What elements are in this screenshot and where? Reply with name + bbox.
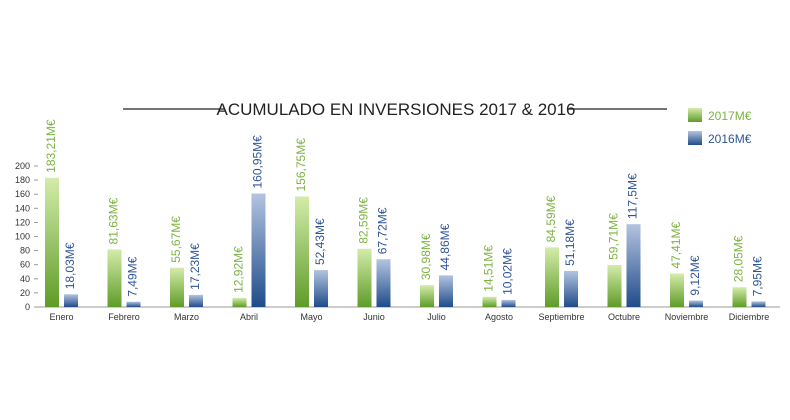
y-tick-label: 20 [20,288,30,298]
value-label: 52,43M€ [313,218,327,265]
bar-2016M€-Diciembre [751,301,766,307]
y-tick-label: 40 [20,274,30,284]
category-label: Octubre [608,312,640,322]
legend-label-2017: 2017M€ [708,109,752,123]
bar-2017M€-Mayo [295,196,309,307]
value-label: 10,02M€ [501,248,515,295]
value-label: 14,51M€ [482,245,496,292]
legend-label-2016: 2016M€ [708,132,752,146]
bar-2017M€-Septiembre [545,247,559,307]
value-label: 67,72M€ [376,207,390,254]
value-label: 28,05M€ [732,235,746,282]
category-label: Abril [240,312,258,322]
value-label: 81,63M€ [107,197,121,244]
y-tick-label: 0 [25,302,30,312]
category-label: Agosto [485,312,513,322]
chart-title: ACUMULADO EN INVERSIONES 2017 & 2016 [216,100,575,119]
y-tick-label: 100 [15,232,30,242]
bar-2016M€-Mayo [314,270,328,307]
category-label: Marzo [174,312,199,322]
legend: 2017M€ 2016M€ [688,108,752,146]
y-axis: 0 20 40 60 80 100 120 140 160 180 200 [15,161,38,312]
value-label: 12,92M€ [232,246,246,293]
bars [45,177,766,307]
bar-2017M€-Abril [232,297,247,307]
bar-2017M€-Enero [45,177,59,307]
category-label: Noviembre [665,312,709,322]
category-labels: Enero Febrero Marzo Abril Mayo Junio Julio Agos… [49,312,769,322]
bar-2017M€-Noviembre [670,273,684,307]
legend-swatch-2016 [688,131,702,145]
value-label: 84,59M€ [544,195,558,242]
value-label: 9,12M€ [688,255,702,295]
category-label: Enero [49,312,73,322]
bar-2016M€-Junio [376,259,391,307]
value-label: 44,86M€ [438,223,452,270]
value-label: 18,03M€ [63,242,77,289]
bar-2017M€-Octubre [607,264,622,307]
value-label: 117,5M€ [626,173,640,219]
y-tick-label: 200 [15,161,30,171]
bar-2017M€-Marzo [170,267,184,307]
value-label: 17,23M€ [188,243,202,290]
value-label: 47,41M€ [669,222,683,269]
bar-2017M€-Febrero [107,249,122,307]
bar-2016M€-Septiembre [564,270,578,307]
category-label: Diciembre [729,312,770,322]
bar-2016M€-Enero [64,294,78,307]
bar-2016M€-Febrero [126,301,141,307]
value-label: 7,49M€ [126,256,140,296]
value-label: 55,67M€ [169,216,183,263]
bar-2017M€-Julio [420,285,434,307]
bar-2017M€-Junio [357,248,372,307]
category-label: Mayo [300,312,322,322]
value-label: 160,95M€ [251,135,265,189]
bar-2017M€-Agosto [482,296,497,307]
category-label: Julio [427,312,446,322]
value-labels: 183,21M€ 18,03M€ 81,63M€ 7,49M€ 55,67M€ 17,23… [44,119,765,297]
y-tick-label: 120 [15,217,30,227]
bar-2016M€-Abril [251,193,266,307]
value-label: 30,98M€ [419,233,433,280]
value-label: 7,95M€ [751,256,765,296]
y-tick-label: 80 [20,246,30,256]
category-label: Junio [363,312,385,322]
value-label: 156,75M€ [294,138,308,192]
y-tick-label: 160 [15,189,30,199]
bar-2016M€-Marzo [189,294,203,307]
bar-2016M€-Julio [439,275,453,307]
bar-2016M€-Agosto [501,299,516,307]
value-label: 82,59M€ [357,197,371,244]
legend-swatch-2017 [688,108,702,122]
bar-2017M€-Diciembre [732,287,747,307]
bar-2016M€-Octubre [626,224,641,307]
bar-2016M€-Noviembre [689,300,703,307]
value-label: 183,21M€ [44,119,58,173]
value-label: 51,18M€ [563,219,577,266]
y-tick-label: 140 [15,203,30,213]
category-label: Febrero [108,312,140,322]
y-tick-label: 180 [15,175,30,185]
category-label: Septiembre [538,312,584,322]
y-tick-label: 60 [20,260,30,270]
value-label: 59,71M€ [607,213,621,260]
